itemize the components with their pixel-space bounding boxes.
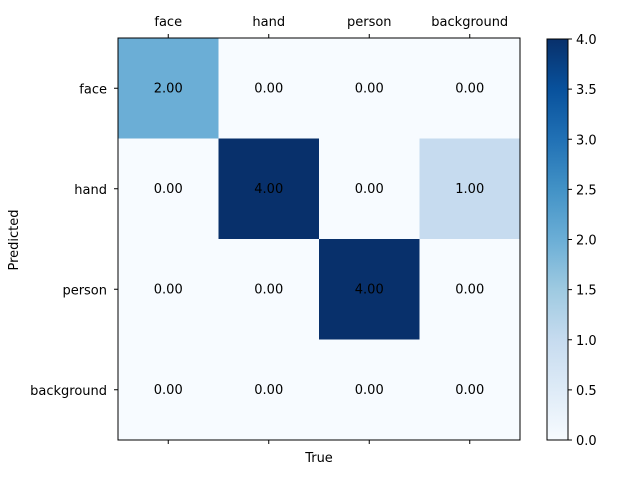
heatmap-cell <box>218 239 320 340</box>
cell-value-label: 0.00 <box>355 383 384 398</box>
colorbar-tick-label: 0.0 <box>576 434 597 449</box>
x-tick-labels: face hand person background <box>154 15 508 444</box>
cell-value-label: 4.00 <box>254 182 283 197</box>
cell-value-label: 0.00 <box>455 282 484 297</box>
y-tick-label: person <box>62 283 107 298</box>
y-tick-label: hand <box>74 183 107 198</box>
heatmap-cell <box>218 138 320 240</box>
x-tick-label: hand <box>252 15 285 30</box>
cell-value-label: 0.00 <box>455 81 484 96</box>
cell-value-labels: 2.00 0.00 0.00 0.00 0.00 4.00 0.00 1.00 0.00 0.00… <box>154 81 484 398</box>
cell-value-label: 4.00 <box>355 282 384 297</box>
x-tick-label: background <box>431 15 508 30</box>
cell-value-label: 1.00 <box>455 182 484 197</box>
heatmap-cell <box>118 339 219 441</box>
colorbar <box>546 38 569 441</box>
cell-value-label: 0.00 <box>254 81 283 96</box>
cell-value-label: 2.00 <box>154 81 183 96</box>
cell-value-label: 0.00 <box>355 81 384 96</box>
cell-value-label: 0.00 <box>154 182 183 197</box>
heatmap-cell <box>319 239 420 340</box>
heatmap-cell <box>118 138 219 240</box>
cell-value-label: 0.00 <box>455 383 484 398</box>
cell-value-label: 0.00 <box>254 383 283 398</box>
colorbar-ticks: 0.0 0.5 1.0 1.5 2.0 2.5 3.0 3.5 4.0 <box>568 33 597 449</box>
colorbar-tick-label: 3.5 <box>576 83 597 98</box>
x-tick-label: face <box>154 15 182 30</box>
cell-value-label: 0.00 <box>154 383 183 398</box>
colorbar-tick-label: 2.0 <box>576 234 597 249</box>
heatmap-cell <box>218 339 320 441</box>
plot-frame <box>117 37 521 441</box>
cell-value-label: 0.00 <box>355 182 384 197</box>
heatmap-cell <box>419 339 521 441</box>
heatmap-cell <box>218 38 320 139</box>
heatmap-cell <box>319 339 420 441</box>
cell-value-label: 0.00 <box>154 282 183 297</box>
colorbar-tick-label: 1.0 <box>576 334 597 349</box>
colorbar-tick-label: 1.5 <box>576 284 597 299</box>
heatmap-cell <box>419 239 521 340</box>
y-tick-label: background <box>30 384 107 399</box>
heatmap-cell <box>419 138 521 240</box>
colorbar-tick-label: 0.5 <box>576 384 597 399</box>
x-axis-label: True <box>304 451 333 466</box>
heatmap-cell <box>419 38 521 139</box>
x-tick-label: person <box>347 15 392 30</box>
colorbar-tick-label: 2.5 <box>576 183 597 198</box>
heatmap-cell <box>319 38 420 139</box>
y-axis-label: Predicted <box>7 209 22 270</box>
y-tick-label: face <box>79 82 107 97</box>
heatmap-cells <box>118 38 521 441</box>
y-tick-labels: face hand person background <box>30 82 118 399</box>
heatmap-cell <box>118 38 219 139</box>
colorbar-tick-label: 3.0 <box>576 133 597 148</box>
heatmap-cell <box>118 239 219 340</box>
cell-value-label: 0.00 <box>254 282 283 297</box>
colorbar-tick-label: 4.0 <box>576 33 597 48</box>
heatmap-cell <box>319 138 420 240</box>
